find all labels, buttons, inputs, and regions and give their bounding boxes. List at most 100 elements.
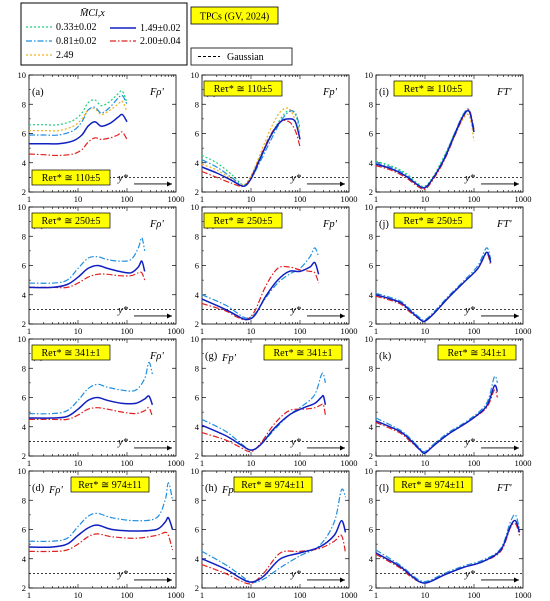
panel-id-k: (k): [379, 351, 392, 362]
re-label-l: Reτ* ≅ 974±11: [401, 480, 465, 491]
series-f-0.81: [201, 247, 320, 319]
x-tick-label-b-1000: 1000: [168, 326, 185, 336]
y-tick-label-l-6: 6: [369, 525, 373, 535]
ystar-arrowhead-b: [167, 313, 172, 319]
x-tick-label-i-1: 1: [374, 194, 378, 204]
panel-id-g: (g): [205, 351, 218, 362]
gaussian-legend-label: Gaussian: [227, 52, 264, 63]
x-tick-label-a-1: 1: [27, 194, 31, 204]
ystar-label-j: y*: [464, 305, 476, 316]
re-label-g: Reτ* ≅ 341±1: [274, 348, 333, 359]
y-tick-label-b-6: 6: [22, 261, 26, 271]
series-l-1.49: [375, 519, 521, 584]
y-tick-label-h-8: 8: [195, 495, 199, 505]
column-label-j: FT': [496, 219, 512, 230]
x-tick-label-h-1: 1: [200, 590, 204, 600]
x-tick-label-h-1000: 1000: [341, 590, 358, 600]
x-tick-label-k-1: 1: [374, 458, 378, 468]
x-tick-label-g-10: 10: [247, 458, 256, 468]
series-e-2.00: [201, 119, 301, 187]
y-tick-label-e-2: 2: [195, 187, 199, 197]
y-tick-label-l-10: 10: [365, 466, 374, 476]
y-tick-label-b-10: 10: [18, 202, 27, 212]
y-tick-label-i-6: 6: [369, 129, 373, 139]
series-h-2.00: [201, 534, 347, 585]
re-label-box-i: [393, 80, 473, 97]
ystar-arrowhead-c: [167, 445, 172, 451]
panel-id-l: (l): [379, 483, 389, 494]
y-tick-label-g-8: 8: [195, 363, 199, 373]
re-label-c: Reτ* ≅ 341±1: [42, 348, 101, 359]
x-tick-label-i-1000: 1000: [515, 194, 532, 204]
series-h-0.81: [201, 488, 347, 583]
series-c-0.81: [28, 361, 153, 415]
series-k-0.81: [375, 375, 498, 453]
re-label-box-a: [31, 169, 111, 186]
column-label-g: Fp': [221, 353, 237, 364]
legend-label-3: 1.49±0.02: [140, 23, 181, 34]
y-tick-label-f-2: 2: [195, 319, 199, 329]
x-tick-label-k-1000: 1000: [515, 458, 532, 468]
re-label-i: Reτ* ≅ 110±5: [404, 84, 463, 95]
y-tick-label-a-2: 2: [22, 187, 26, 197]
y-tick-label-g-4: 4: [195, 422, 200, 432]
y-tick-label-k-2: 2: [369, 451, 373, 461]
y-tick-label-c-10: 10: [18, 334, 27, 344]
x-tick-label-g-1000: 1000: [341, 458, 358, 468]
x-tick-label-b-100: 100: [121, 326, 134, 336]
ystar-arrowhead-f: [340, 313, 345, 319]
y-tick-label-k-4: 4: [369, 422, 374, 432]
series-h-1.49: [201, 519, 347, 583]
legend-label-1: 0.81±0.02: [56, 36, 97, 47]
y-tick-label-k-8: 8: [369, 363, 373, 373]
y-tick-label-f-10: 10: [191, 202, 200, 212]
y-tick-label-h-10: 10: [191, 466, 200, 476]
x-tick-label-b-1: 1: [27, 326, 31, 336]
re-label-box-d: [70, 476, 150, 493]
y-tick-label-a-6: 6: [22, 129, 26, 139]
x-tick-label-l-1: 1: [374, 590, 378, 600]
x-tick-label-d-100: 100: [121, 590, 134, 600]
series-e-2.49: [201, 107, 301, 186]
y-tick-label-a-4: 4: [22, 158, 27, 168]
x-tick-label-d-10: 10: [74, 590, 83, 600]
x-tick-label-e-1: 1: [200, 194, 204, 204]
y-tick-label-b-8: 8: [22, 231, 26, 241]
re-label-h: Reτ* ≅ 974±11: [241, 480, 305, 491]
panel-id-i: (i): [379, 87, 389, 98]
re-label-box-g: [263, 344, 343, 361]
legend-title: M̄Cl,x: [79, 7, 105, 19]
re-label-e: Reτ* ≅ 110±5: [214, 84, 273, 95]
ystar-arrowhead-i: [514, 181, 519, 187]
series-f-1.49: [201, 261, 320, 321]
gaussian-legend: Gaussian: [190, 47, 293, 66]
legend-label-0: 0.33±0.02: [56, 22, 97, 33]
panel-l: 2 4 6 8 10 1 10 100 1000 y* (l) FT' Reτ* ≅ 974±11: [365, 466, 532, 600]
series-d-1.49: [28, 516, 174, 548]
series-f-2.00: [201, 265, 320, 321]
x-tick-label-k-100: 100: [468, 458, 481, 468]
x-tick-label-c-1: 1: [27, 458, 31, 468]
series-b-0.81: [28, 237, 146, 284]
series-g-1.49: [201, 394, 327, 451]
column-label-h: Fp': [221, 485, 237, 496]
y-tick-label-l-2: 2: [369, 583, 373, 593]
tpc-label-group: TPCs (GV, 2024): [190, 6, 279, 25]
series-l-0.81: [375, 514, 521, 583]
re-label-d: Reτ* ≅ 974±11: [78, 480, 142, 491]
panel-id-d: (d): [32, 483, 45, 494]
y-tick-label-j-4: 4: [369, 290, 374, 300]
y-tick-label-i-8: 8: [369, 99, 373, 109]
series-a-0.81: [29, 94, 128, 136]
x-tick-label-j-10: 10: [421, 326, 430, 336]
column-label-e: Fp': [322, 87, 338, 98]
panel-d: 2 4 6 8 10 1 10 100 1000 y* (d) Fρ' Reτ* ≅ 974±11: [18, 466, 185, 600]
y-tick-label-d-2: 2: [22, 583, 26, 593]
panel-id-h: (h): [205, 483, 218, 494]
series-b-2.00: [29, 271, 146, 289]
y-tick-label-l-8: 8: [369, 495, 373, 505]
ystar-arrowhead-e: [340, 181, 345, 187]
legend-box: [20, 2, 188, 66]
